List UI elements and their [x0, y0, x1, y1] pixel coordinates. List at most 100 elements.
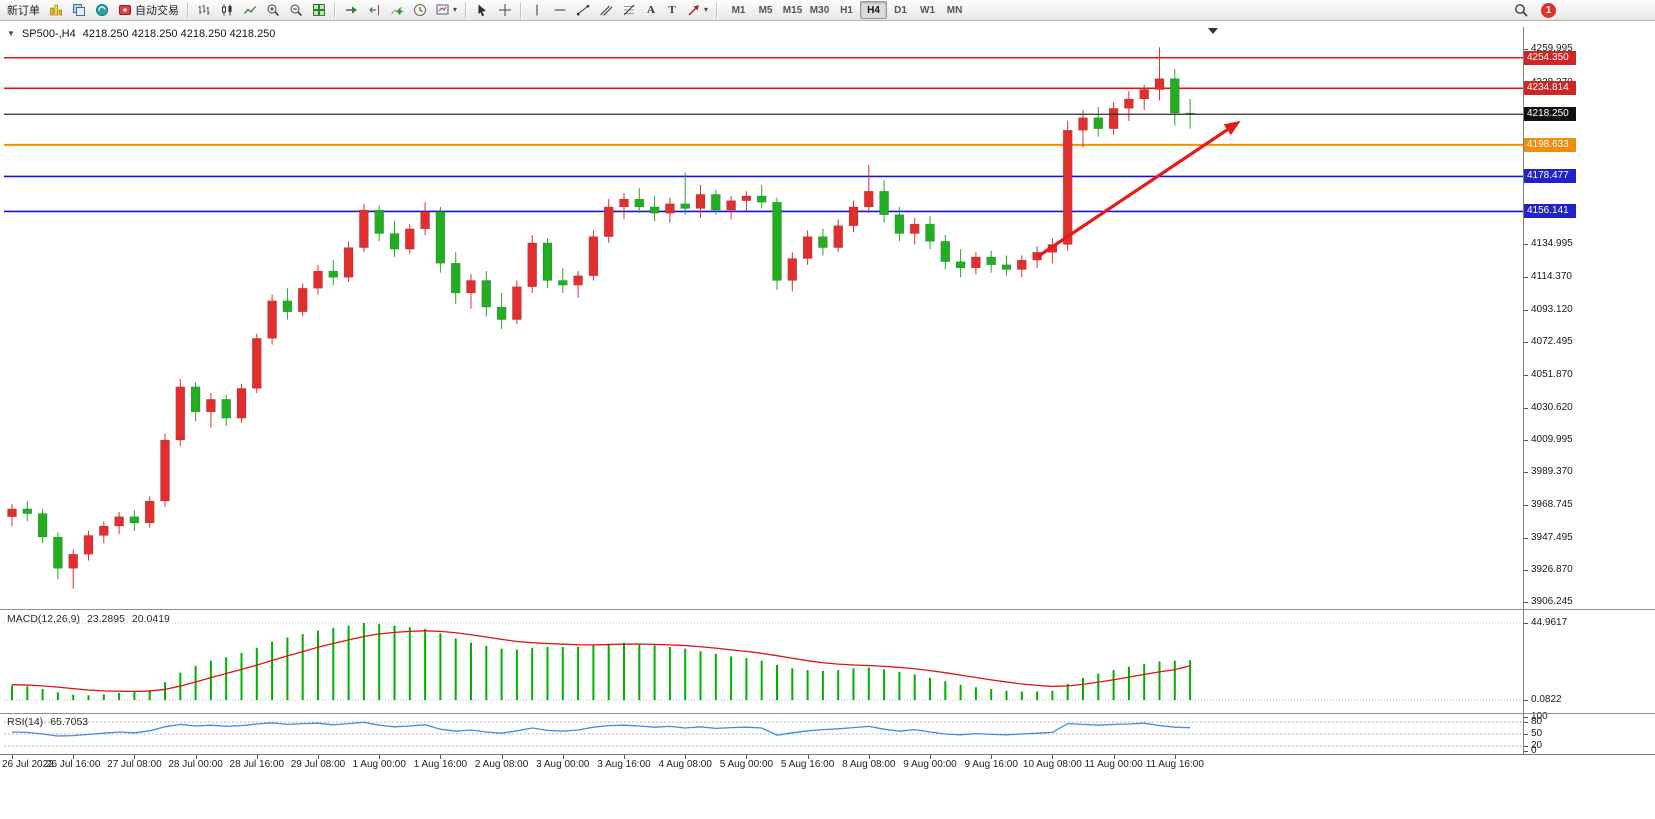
- channel-tool-button[interactable]: [595, 1, 617, 19]
- macd-bar: [623, 642, 625, 701]
- scroll-anchor-icon[interactable]: [1208, 28, 1218, 34]
- trendline-icon: [577, 5, 590, 16]
- vertical-line-tool-button[interactable]: [526, 1, 548, 19]
- macd-bar: [26, 686, 29, 701]
- macd-panel-plot[interactable]: [4, 610, 1523, 713]
- candle-body: [236, 388, 247, 419]
- axis-tick: [1524, 342, 1528, 344]
- indicators-button[interactable]: [386, 1, 408, 19]
- candle-body: [359, 209, 369, 248]
- timeframe-w1-button[interactable]: W1: [914, 1, 941, 19]
- candle-body: [649, 206, 660, 214]
- macd-bar: [1082, 677, 1084, 701]
- rsi-panel-plot[interactable]: [4, 714, 1523, 754]
- candle-body: [175, 386, 186, 441]
- macd-bar: [209, 660, 212, 701]
- macd-bar: [301, 634, 304, 701]
- axis-tick: [1524, 570, 1528, 572]
- line-chart-icon: [244, 6, 257, 14]
- text-label-tool-icon: T: [668, 4, 676, 16]
- axis-tick: [1524, 537, 1528, 539]
- macd-bar: [883, 669, 886, 701]
- macd-bar: [500, 648, 503, 701]
- timeframe-m1-button[interactable]: M1: [725, 1, 752, 19]
- notification-badge[interactable]: 1: [1541, 2, 1556, 18]
- tile-windows-button[interactable]: [308, 1, 330, 19]
- trendline-tool-button[interactable]: [572, 1, 594, 19]
- chart-shift-button[interactable]: [363, 1, 385, 19]
- axis-tick: [1524, 244, 1528, 246]
- fibonacci-tool-button[interactable]: [618, 1, 640, 19]
- rsi-value: 65.7053: [50, 716, 89, 728]
- horizontal-line-tool-button[interactable]: [549, 1, 571, 19]
- timeframe-m30-button[interactable]: M30: [806, 1, 833, 19]
- rsi-axis-label: 100: [1531, 711, 1548, 722]
- candle-body: [83, 535, 94, 555]
- price-axis-label: 4072.495: [1531, 336, 1573, 348]
- shapes-tool-button[interactable]: ▾: [683, 1, 712, 19]
- candle-body: [37, 513, 48, 538]
- macd-bar: [546, 646, 549, 701]
- macd-bar: [745, 658, 748, 701]
- text-tool-button[interactable]: A: [641, 1, 661, 19]
- new-chart-button[interactable]: [45, 1, 67, 19]
- timeframe-m15-button[interactable]: M15: [779, 1, 806, 19]
- candlestick-mode-button[interactable]: [216, 1, 238, 19]
- candle-body: [1170, 78, 1180, 114]
- toolbar-separator: [187, 2, 189, 18]
- line-chart-mode-button[interactable]: [239, 1, 261, 19]
- macd-panel-divider[interactable]: [0, 609, 1655, 610]
- macd-bar: [684, 648, 687, 701]
- zoom-out-button[interactable]: [285, 1, 307, 19]
- cursor-tool-button[interactable]: [471, 1, 493, 19]
- candle-body: [542, 242, 553, 281]
- trend-arrow-line[interactable]: [1036, 128, 1229, 259]
- text-label-tool-button[interactable]: T: [662, 1, 682, 19]
- templates-button[interactable]: ▾: [432, 1, 461, 19]
- candle-body: [496, 306, 507, 320]
- crosshair-tool-button[interactable]: [494, 1, 516, 19]
- profiles-button[interactable]: [68, 1, 90, 19]
- rsi-panel-divider[interactable]: [0, 713, 1655, 714]
- auto-scroll-button[interactable]: [340, 1, 362, 19]
- timeframe-mn-button[interactable]: MN: [941, 1, 968, 19]
- macd-bar: [56, 692, 59, 701]
- timeframe-m5-button[interactable]: M5: [752, 1, 779, 19]
- price-axis-label: 3926.870: [1531, 564, 1573, 576]
- macd-bar: [470, 642, 472, 701]
- rsi-indicator-label: RSI(14) 65.7053: [7, 716, 88, 728]
- auto-trading-button[interactable]: 自动交易: [114, 1, 183, 19]
- candle-body: [925, 223, 935, 242]
- candle-body: [466, 280, 476, 294]
- time-axis-tick: [685, 755, 687, 759]
- timeframe-h4-button[interactable]: H4: [860, 1, 888, 19]
- main-chart-plot[interactable]: [4, 27, 1523, 609]
- candle-body: [190, 386, 201, 413]
- symbol-search-button[interactable]: [1510, 1, 1532, 19]
- candle-body: [940, 241, 951, 262]
- candle-body: [558, 280, 568, 286]
- time-axis-label: 4 Aug 08:00: [658, 759, 712, 770]
- price-level-badge: 4156.141: [1524, 204, 1576, 219]
- bar-chart-mode-button[interactable]: [193, 1, 215, 19]
- new-order-button[interactable]: 新订单: [3, 1, 44, 19]
- candle-body: [726, 200, 736, 211]
- macd-bar: [1036, 691, 1039, 701]
- zoom-in-button[interactable]: [262, 1, 284, 19]
- macd-bar: [11, 685, 13, 701]
- timeframe-d1-button[interactable]: D1: [887, 1, 914, 19]
- macd-bar: [776, 664, 778, 701]
- macd-bar: [607, 643, 610, 701]
- new-order-label: 新订单: [7, 5, 40, 17]
- candle-body: [741, 195, 752, 201]
- price-axis-label: 4114.370: [1531, 270, 1572, 282]
- macd-bar: [41, 688, 44, 701]
- candle-body: [374, 209, 384, 234]
- periods-button[interactable]: [409, 1, 431, 19]
- chart-menu-icon[interactable]: ▼: [7, 29, 15, 38]
- timeframe-h1-button[interactable]: H1: [833, 1, 860, 19]
- macd-bar: [424, 628, 427, 701]
- community-button[interactable]: [91, 1, 113, 19]
- macd-bar: [286, 637, 289, 701]
- candle-body: [267, 300, 277, 339]
